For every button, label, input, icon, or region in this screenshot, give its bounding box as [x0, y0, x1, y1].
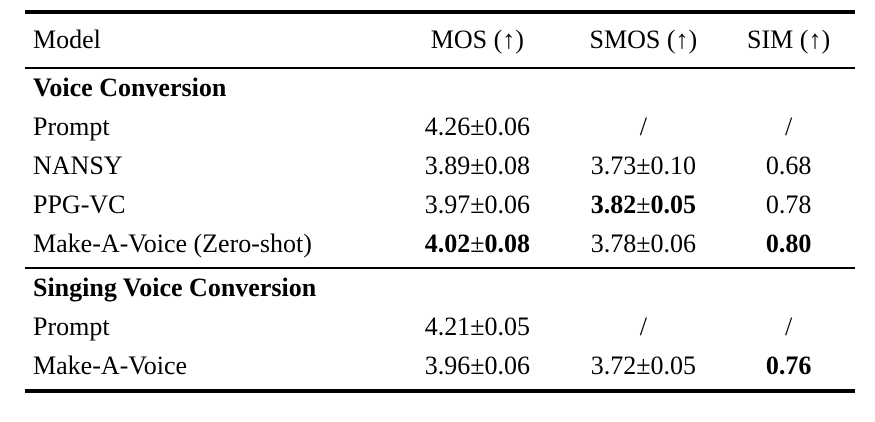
column-header-mos: MOS (↑) — [390, 12, 565, 69]
cell-model: Prompt — [33, 112, 110, 141]
cell-smos: 3.73±0.10 — [564, 147, 722, 186]
cell-mos: 3.97±0.06 — [390, 186, 564, 225]
metric-value: 4.02 — [424, 229, 471, 258]
cell-smos: / — [564, 108, 722, 147]
cell-smos: 3.78±0.06 — [564, 225, 722, 268]
table-row: Prompt 4.21±0.05 / / — [25, 308, 855, 347]
cell-model: Make-A-Voice — [33, 351, 188, 380]
metric-value: 4.21±0.05 — [424, 312, 530, 341]
header-row: Model MOS (↑) SMOS (↑) SIM (↑) — [25, 12, 855, 69]
table-row: Prompt 4.26±0.06 / / — [25, 108, 855, 147]
cell-sim: 0.80 — [722, 225, 855, 268]
section-header-row: Voice Conversion — [25, 68, 855, 108]
cell-sim: 0.78 — [722, 186, 855, 225]
table-row: Make-A-Voice (Zero-shot) 4.02±0.08 3.78±0.… — [25, 225, 855, 268]
cell-smos: 3.82±0.05 — [564, 186, 722, 225]
metric-value: 0.68 — [765, 151, 812, 180]
metric-value: 3.89±0.08 — [424, 151, 530, 180]
cell-mos: 4.02±0.08 — [390, 225, 564, 268]
metric-value: 3.72±0.05 — [590, 351, 696, 380]
metric-value: 3.97±0.06 — [424, 190, 530, 219]
cell-mos: 4.21±0.05 — [390, 308, 564, 347]
table-section-0: Voice Conversion Prompt 4.26±0.06 / / NANSY 3.… — [25, 68, 855, 268]
metric-value: / — [784, 312, 793, 341]
section-header-row: Singing Voice Conversion — [25, 268, 855, 308]
metric-value: / — [639, 312, 647, 341]
cell-mos: 4.26±0.06 — [390, 108, 564, 147]
cell-sim: 0.68 — [722, 147, 855, 186]
metric-value: / — [784, 112, 793, 141]
cell-smos: / — [564, 308, 722, 347]
metric-value: 3.82 — [590, 190, 637, 219]
table-section-1: Singing Voice Conversion Prompt 4.21±0.05 /… — [25, 268, 855, 391]
metric-value: 0.08 — [484, 229, 530, 258]
cell-model: Prompt — [33, 312, 110, 341]
cell-model: Make-A-Voice (Zero-shot) — [33, 229, 312, 258]
plus-minus: ± — [470, 229, 485, 258]
metric-value: 3.73±0.10 — [590, 151, 696, 180]
cell-smos: 3.72±0.05 — [564, 347, 722, 391]
table-row: PPG-VC 3.97±0.06 3.82±0.05 0.78 — [25, 186, 855, 225]
cell-sim: / — [722, 308, 855, 347]
column-header-model: Model — [25, 12, 391, 69]
metric-value: 0.76 — [765, 351, 812, 380]
metric-value: 0.05 — [650, 190, 696, 219]
metric-value: 3.96±0.06 — [424, 351, 530, 380]
plus-minus: ± — [636, 190, 651, 219]
metric-value: 0.80 — [765, 229, 812, 258]
column-header-smos: SMOS (↑) — [564, 12, 723, 69]
section-title: Singing Voice Conversion — [33, 273, 317, 302]
metric-value: / — [639, 112, 647, 141]
table-head: Model MOS (↑) SMOS (↑) SIM (↑) — [25, 12, 855, 69]
metric-value: 4.26±0.06 — [424, 112, 530, 141]
table-row: Make-A-Voice 3.96±0.06 3.72±0.05 0.76 — [25, 347, 855, 391]
cell-mos: 3.89±0.08 — [390, 147, 564, 186]
cell-model: PPG-VC — [33, 190, 126, 219]
results-table: Model MOS (↑) SMOS (↑) SIM (↑) Voice Con… — [25, 10, 855, 393]
table-row: NANSY 3.89±0.08 3.73±0.10 0.68 — [25, 147, 855, 186]
metric-value: 0.78 — [765, 190, 812, 219]
cell-sim: 0.76 — [722, 347, 855, 391]
metric-value: 3.78±0.06 — [590, 229, 696, 258]
cell-sim: / — [722, 108, 855, 147]
cell-model: NANSY — [33, 151, 123, 180]
section-title: Voice Conversion — [33, 73, 227, 102]
column-header-sim: SIM (↑) — [722, 12, 855, 69]
cell-mos: 3.96±0.06 — [390, 347, 564, 391]
